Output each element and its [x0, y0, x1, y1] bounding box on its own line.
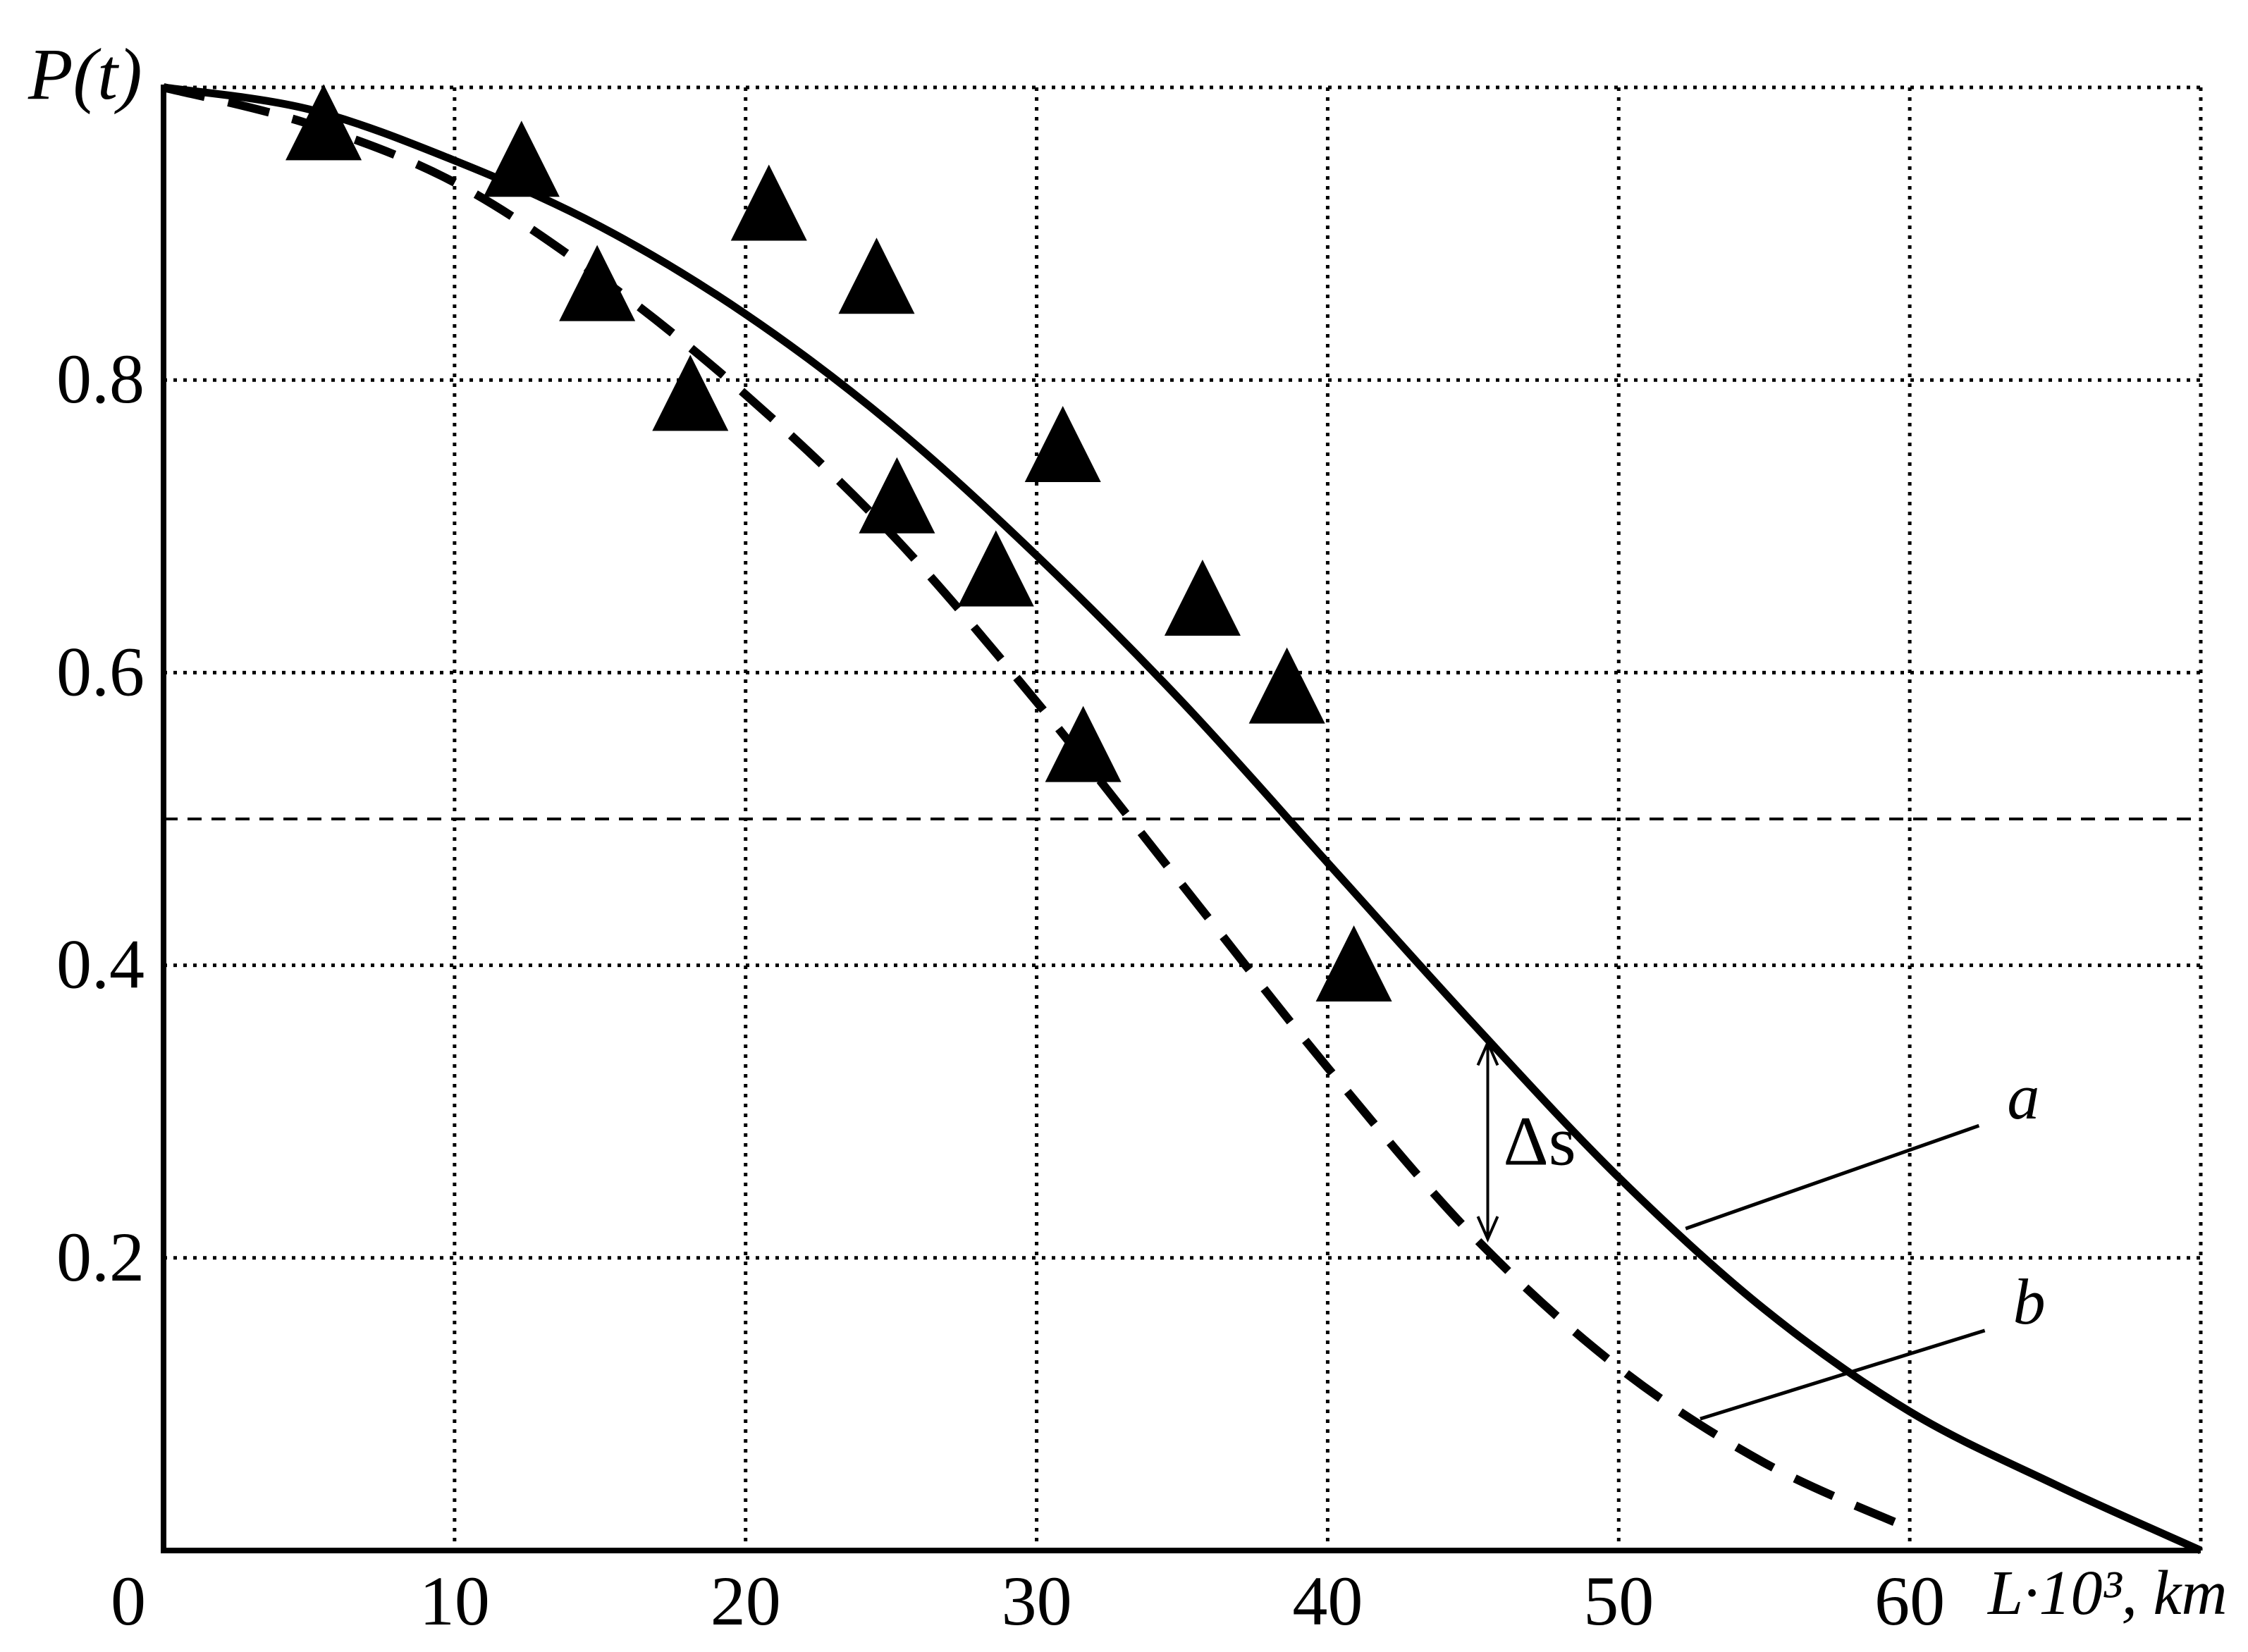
leader-line-b	[1700, 1329, 1986, 1421]
x-tick-label: 20	[711, 1562, 781, 1640]
y-axis-label: P(t)	[27, 34, 142, 115]
data-point-triangle	[652, 355, 729, 431]
data-point-triangle	[1024, 406, 1101, 483]
annotations-group: Δs a b	[1476, 1039, 2046, 1421]
data-point-triangle	[483, 121, 560, 197]
y-tick-label: 0.6	[56, 632, 145, 710]
data-point-triangle	[285, 84, 362, 161]
data-point-triangle	[1045, 705, 1122, 782]
x-tick-label: 40	[1292, 1562, 1363, 1640]
markers-group	[285, 84, 1392, 1002]
x-tick-label: 60	[1874, 1562, 1945, 1640]
axes	[161, 85, 2201, 1553]
series-label-a: a	[2007, 1061, 2039, 1133]
data-point-triangle	[859, 457, 935, 534]
x-tick-label: 50	[1583, 1562, 1654, 1640]
data-point-triangle	[1315, 925, 1392, 1002]
x-axis-label: L·10³, km	[1986, 1558, 2227, 1628]
delta-s-arrowhead-bottom	[1476, 1216, 1499, 1243]
delta-s-label: Δs	[1504, 1102, 1576, 1181]
x-tick-label: 0	[111, 1562, 146, 1640]
series-label-b: b	[2013, 1266, 2046, 1338]
x-tick-label: 10	[419, 1562, 490, 1640]
data-point-triangle	[730, 164, 807, 241]
data-point-triangle	[559, 245, 636, 321]
y-tick-label: 0.4	[56, 925, 145, 1004]
series-line-b	[162, 83, 1912, 1533]
data-point-triangle	[838, 238, 915, 314]
delta-s-arrowhead-top	[1476, 1039, 1499, 1066]
data-point-triangle	[1164, 560, 1241, 636]
y-tick-label: 0.2	[56, 1218, 145, 1296]
data-point-triangle	[1248, 647, 1325, 724]
tick-labels: 0 10 20 30 40 50 60 0.2 0.4 0.6 0.8	[56, 340, 1945, 1640]
x-tick-label: 30	[1002, 1562, 1072, 1640]
y-tick-label: 0.8	[56, 340, 145, 418]
leader-line-a	[1685, 1123, 1980, 1231]
data-point-triangle	[957, 530, 1034, 607]
